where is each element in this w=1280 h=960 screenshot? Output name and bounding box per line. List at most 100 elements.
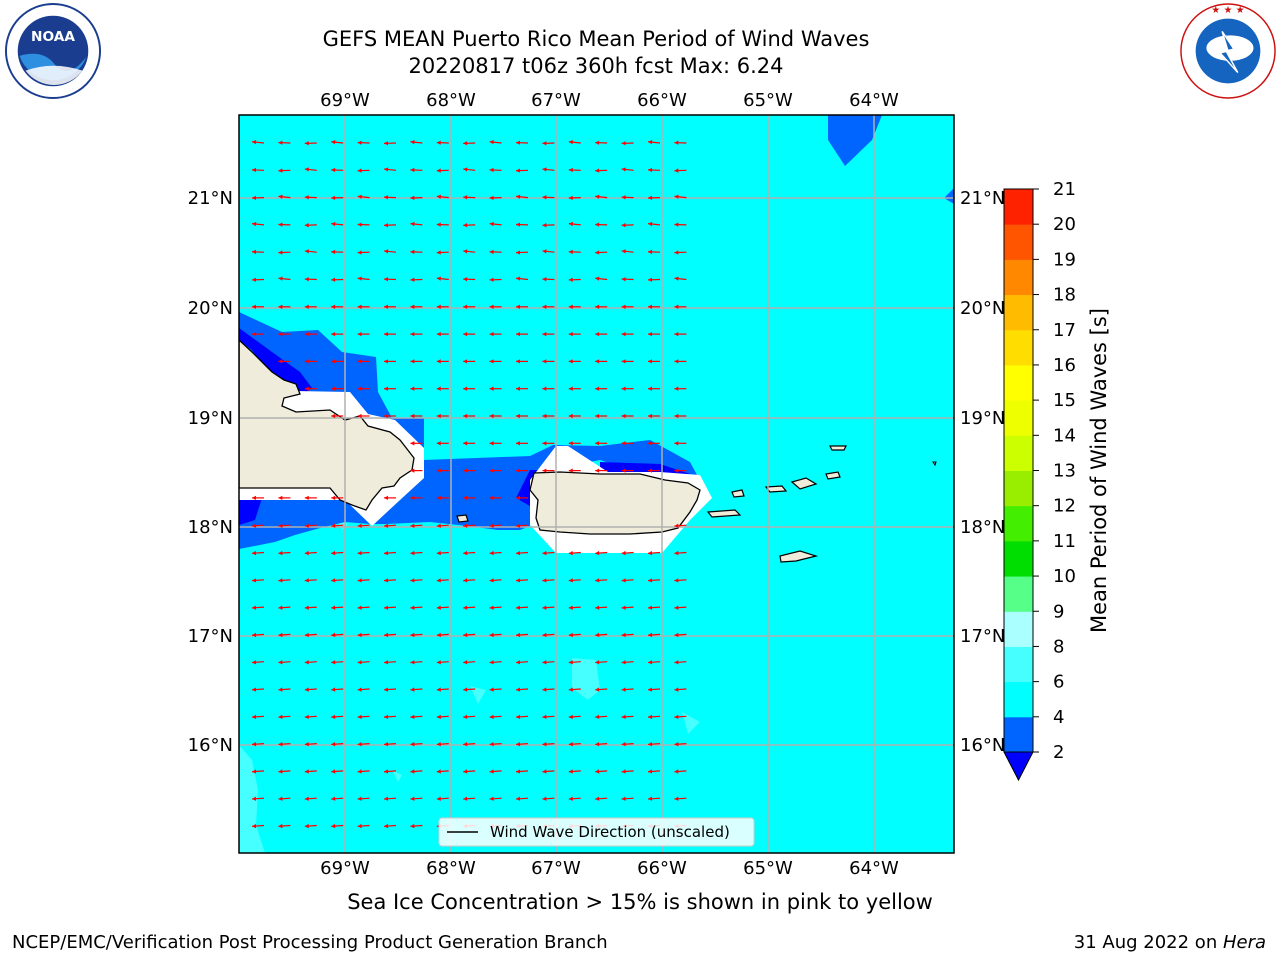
wave-direction-arrow: [357, 714, 370, 720]
wave-direction-arrow: [251, 796, 265, 801]
wave-direction-arrow: [357, 796, 370, 801]
wave-direction-arrow: [542, 660, 555, 665]
wave-direction-arrow: [568, 359, 581, 364]
wave-direction-arrow: [357, 523, 370, 528]
wave-direction-arrow: [304, 167, 317, 172]
wave-direction-arrow: [252, 221, 265, 227]
wave-direction-arrow: [410, 714, 423, 720]
wave-direction-arrow: [436, 194, 449, 199]
wave-direction-arrow: [410, 495, 423, 501]
wave-direction-arrow: [436, 359, 449, 364]
lon-label-bottom: 64°W: [849, 858, 899, 879]
wave-direction-arrow: [595, 742, 608, 747]
wave-direction-arrow: [304, 605, 317, 610]
wave-direction-arrow: [251, 605, 265, 610]
wave-direction-arrow: [304, 578, 317, 583]
wave-direction-arrow: [383, 769, 397, 774]
wave-direction-arrow: [357, 276, 370, 281]
wave-direction-arrow: [489, 605, 502, 610]
wave-direction-arrow: [621, 167, 634, 172]
wave-direction-arrow: [542, 441, 555, 446]
colorbar-segment: [1004, 400, 1033, 436]
wave-direction-arrow: [674, 168, 687, 173]
wave-direction-arrow: [542, 769, 555, 774]
colorbar-tick-label: 13: [1053, 461, 1076, 482]
wave-direction-arrow: [463, 714, 476, 720]
wave-direction-arrow: [568, 441, 581, 446]
wave-direction-arrow: [463, 687, 476, 692]
wave-direction-arrow: [278, 194, 291, 199]
wave-direction-arrow: [383, 714, 397, 720]
wave-direction-arrow: [647, 714, 661, 720]
wave-direction-arrow: [674, 523, 687, 528]
wave-direction-arrow: [251, 523, 265, 528]
contour-2-4s-region: [944, 188, 954, 204]
colorbar-tick-label: 17: [1053, 320, 1076, 341]
wave-direction-arrow: [621, 359, 634, 364]
island-st-croix: [779, 550, 819, 563]
colorbar-tick-label: 19: [1053, 249, 1076, 270]
wave-direction-arrow: [278, 823, 291, 829]
wave-direction-arrow: [542, 249, 555, 254]
wave-direction-arrow: [595, 331, 608, 337]
wave-direction-arrow: [674, 742, 687, 747]
wave-direction-arrow: [674, 359, 687, 364]
wave-direction-arrow: [489, 413, 502, 419]
wave-direction-arrow: [436, 714, 449, 720]
lon-label-top: 65°W: [743, 90, 793, 111]
wave-direction-arrow: [278, 578, 291, 583]
wave-direction-arrow: [463, 277, 476, 282]
wave-direction-arrow: [674, 550, 687, 556]
wave-direction-arrow: [383, 742, 397, 747]
wave-direction-arrow: [542, 223, 555, 228]
wave-direction-arrow: [304, 742, 317, 747]
wave-direction-arrow: [674, 769, 687, 774]
lon-label-top: 69°W: [320, 90, 370, 111]
wave-direction-arrow: [331, 249, 344, 255]
wave-direction-arrow: [542, 605, 555, 610]
map-area: [239, 115, 954, 853]
wave-direction-arrow: [410, 769, 423, 774]
lat-label-right: 21°N: [960, 188, 1005, 209]
wave-direction-arrow: [595, 632, 608, 638]
colorbar-segment: [1004, 435, 1033, 471]
wave-direction-arrow: [621, 277, 634, 282]
wave-direction-arrow: [542, 632, 555, 638]
wave-direction-arrow: [331, 140, 344, 145]
wave-direction-arrow: [304, 304, 317, 309]
wave-direction-arrow: [542, 742, 555, 747]
colorbar-segment: [1004, 329, 1033, 366]
wave-direction-arrow: [410, 413, 423, 419]
wave-direction-arrow: [436, 468, 449, 473]
wave-direction-arrow: [516, 331, 528, 337]
wave-direction-arrow: [410, 386, 423, 391]
wave-direction-arrow: [674, 386, 687, 391]
wave-direction-arrow: [410, 359, 423, 364]
svg-text:★ ★ ★: ★ ★ ★: [1211, 5, 1244, 16]
wave-direction-arrow: [304, 660, 317, 665]
wave-direction-arrow: [357, 823, 370, 829]
wave-direction-arrow: [542, 468, 555, 473]
wave-direction-arrow: [515, 769, 529, 774]
footer-date: 31 Aug 2022 on Hera: [1074, 932, 1266, 953]
wave-direction-arrow: [383, 578, 397, 583]
wave-direction-arrow: [621, 441, 634, 446]
wave-direction-arrow: [357, 194, 370, 199]
wave-direction-arrow: [647, 632, 661, 638]
wave-direction-arrow: [489, 769, 502, 774]
wave-direction-arrow: [278, 495, 291, 501]
wave-direction-arrow: [647, 687, 661, 692]
wave-direction-arrow: [516, 304, 528, 309]
wave-direction-arrow: [304, 687, 317, 692]
colorbar-segment: [1004, 294, 1033, 331]
wave-direction-arrow: [436, 140, 449, 145]
colorbar-segment: [1004, 540, 1033, 577]
wave-direction-arrow: [357, 769, 370, 774]
contour-under-2s-region: [239, 498, 262, 525]
wave-direction-arrow: [647, 769, 661, 774]
wave-direction-arrow: [357, 660, 370, 665]
sea-ice-caption: Sea Ice Concentration > 15% is shown in …: [347, 890, 933, 914]
lat-label-left: 18°N: [188, 517, 233, 538]
wave-direction-arrow: [647, 660, 661, 665]
